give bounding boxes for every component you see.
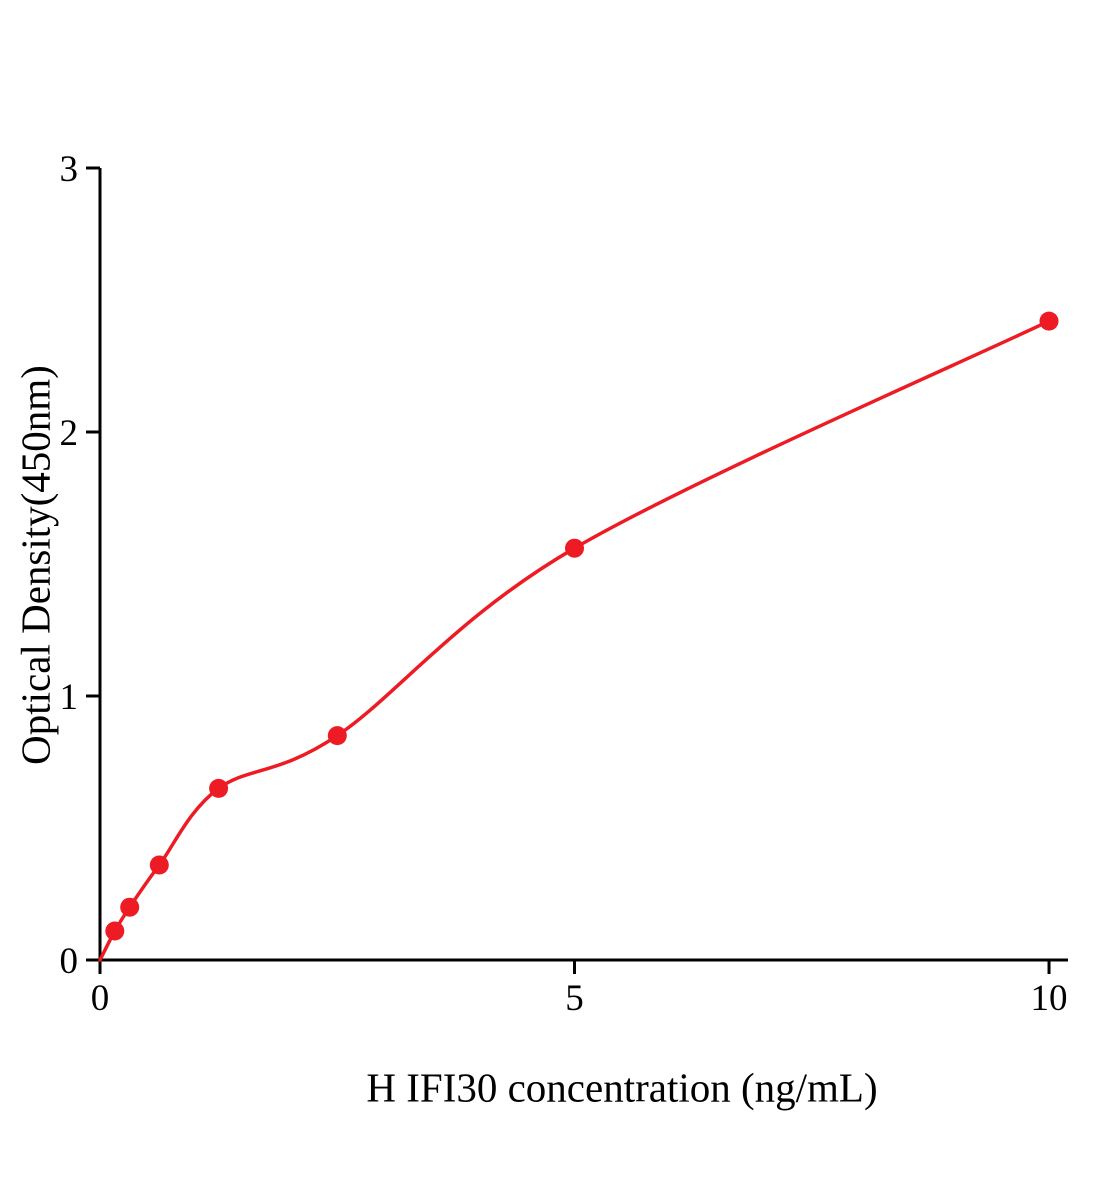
data-point <box>565 538 584 558</box>
x-tick-label: 5 <box>565 978 584 1019</box>
data-point <box>105 921 125 941</box>
data-point <box>209 778 229 798</box>
data-point <box>327 726 347 746</box>
fitted-curve <box>98 319 1051 962</box>
x-axis-title: H IFI30 concentration (ng/mL) <box>366 1064 878 1111</box>
y-tick-label: 2 <box>60 413 79 454</box>
data-point <box>149 855 169 875</box>
y-axis-title: Optical Density(450nm) <box>12 365 59 765</box>
data-point <box>120 897 140 917</box>
data-point <box>1039 311 1059 331</box>
x-tick-label: 0 <box>91 978 110 1019</box>
y-tick-label: 3 <box>60 149 79 190</box>
x-tick-label: 10 <box>1031 978 1068 1019</box>
y-tick-label: 1 <box>60 677 79 718</box>
y-tick-label: 0 <box>60 941 79 982</box>
